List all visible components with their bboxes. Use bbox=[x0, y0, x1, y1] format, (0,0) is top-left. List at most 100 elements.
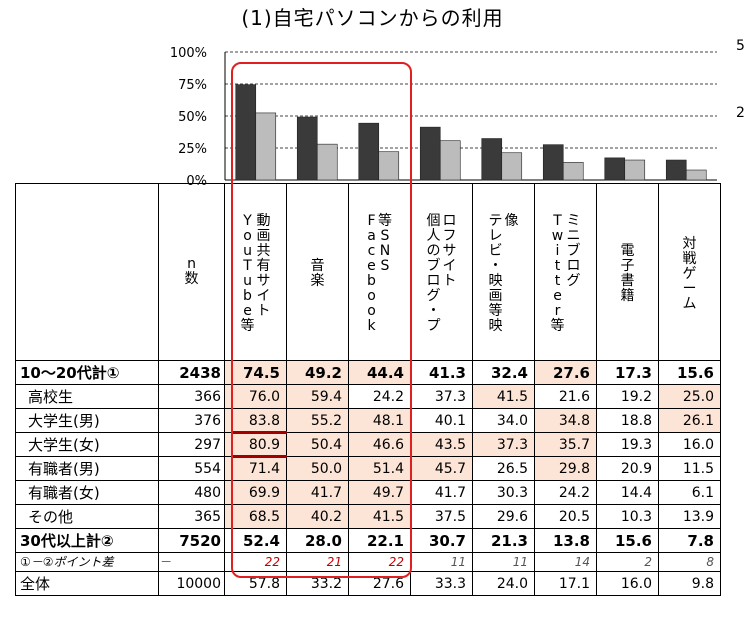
cell: 24.2 bbox=[534, 480, 597, 505]
cell: 37.3 bbox=[410, 384, 473, 409]
cell: 14.4 bbox=[596, 480, 659, 505]
cell: 13.8 bbox=[534, 528, 597, 553]
cell: 74.5 bbox=[224, 360, 287, 385]
cell: 21.3 bbox=[472, 528, 535, 553]
bar bbox=[481, 138, 503, 181]
row-label: 有職者(男) bbox=[15, 456, 159, 481]
row-n: 297 bbox=[158, 432, 225, 457]
cell: 29.8 bbox=[534, 456, 597, 481]
y-tick-label: 25% bbox=[178, 142, 207, 157]
cell: 11 bbox=[472, 552, 535, 572]
row-label: 大学生(女) bbox=[15, 432, 159, 457]
table-row: 大学生(女) 297 80.9 50.4 46.6 43.5 37.3 35.7 19.3 16.… bbox=[15, 432, 721, 457]
cell: 11 bbox=[410, 552, 473, 572]
cell: 44.4 bbox=[348, 360, 411, 385]
cell: 50.4 bbox=[286, 432, 349, 457]
table-row: 30代以上計② 7520 52.4 28.0 22.1 30.7 21.3 13.8 15.6 7… bbox=[15, 528, 721, 553]
table-row: 高校生 366 76.0 59.4 24.2 37.3 41.5 21.6 19.2 25.0 bbox=[15, 384, 721, 409]
bar bbox=[358, 122, 380, 181]
cell: 69.9 bbox=[224, 480, 287, 505]
bar bbox=[542, 144, 564, 181]
cell: 21.6 bbox=[534, 384, 597, 409]
bar-chart: 0% 25% 50% 75% 100% bbox=[170, 46, 717, 185]
cell: 57.8 bbox=[224, 571, 287, 596]
cell: 20.5 bbox=[534, 504, 597, 529]
bar bbox=[255, 112, 277, 181]
cell: 26.5 bbox=[472, 456, 535, 481]
row-n: 480 bbox=[158, 480, 225, 505]
cell: 83.8 bbox=[224, 408, 287, 433]
row-label: ①－②ポイント差 bbox=[15, 552, 159, 572]
row-n: 554 bbox=[158, 456, 225, 481]
bar bbox=[316, 143, 338, 181]
table-row: 有職者(男) 554 71.4 50.0 51.4 45.7 26.5 29.8 20.9 11.… bbox=[15, 456, 721, 481]
cell: 59.4 bbox=[286, 384, 349, 409]
row-label: 10～20代計① bbox=[15, 360, 159, 385]
row-label: その他 bbox=[15, 504, 159, 529]
cell: 37.3 bbox=[472, 432, 535, 457]
header-4: ロフサイト個人のブログ・プ bbox=[410, 183, 473, 361]
underline-mark bbox=[233, 455, 287, 458]
row-label: 高校生 bbox=[15, 384, 159, 409]
table-row: その他 365 68.5 40.2 41.5 37.5 29.6 20.5 10.3 13.9 bbox=[15, 504, 721, 529]
cell: 41.7 bbox=[410, 480, 473, 505]
cell: 80.9 bbox=[224, 432, 287, 457]
cell: 20.9 bbox=[596, 456, 659, 481]
y-tick-label: 0% bbox=[186, 174, 207, 185]
bar bbox=[378, 151, 400, 181]
cell: 34.8 bbox=[534, 408, 597, 433]
cell: 17.1 bbox=[534, 571, 597, 596]
cell: 19.3 bbox=[596, 432, 659, 457]
side-label-5: 5 bbox=[736, 38, 745, 54]
chart-title: (1)自宅パソコンからの利用 bbox=[241, 6, 504, 30]
bar bbox=[685, 169, 707, 181]
cell: 6.1 bbox=[658, 480, 721, 505]
row-n: 2438 bbox=[158, 360, 225, 385]
table-row: ①－②ポイント差－ 22 21 22 11 11 14 2 8 bbox=[15, 552, 721, 572]
cell: 30.7 bbox=[410, 528, 473, 553]
y-tick-label: 50% bbox=[178, 110, 207, 125]
underline-mark bbox=[233, 431, 287, 434]
bar bbox=[562, 162, 584, 181]
cell: 16.0 bbox=[596, 571, 659, 596]
row-n: 376 bbox=[158, 408, 225, 433]
table-row: 有職者(女) 480 69.9 41.7 49.7 41.7 30.3 24.2 14.4 6.1 bbox=[15, 480, 721, 505]
y-tick-label: 100% bbox=[170, 46, 207, 61]
row-n: 366 bbox=[158, 384, 225, 409]
cell: 22 bbox=[348, 552, 411, 572]
bar bbox=[439, 140, 461, 181]
cell: 41.5 bbox=[348, 504, 411, 529]
bar bbox=[604, 157, 626, 181]
cell: 11.5 bbox=[658, 456, 721, 481]
cell: 25.0 bbox=[658, 384, 721, 409]
cell: 14 bbox=[534, 552, 597, 572]
cell: 22.1 bbox=[348, 528, 411, 553]
cell: 45.7 bbox=[410, 456, 473, 481]
cell: 8 bbox=[658, 552, 721, 572]
cell: 71.4 bbox=[224, 456, 287, 481]
cell: 7.8 bbox=[658, 528, 721, 553]
cell: 2 bbox=[596, 552, 659, 572]
cell: 13.9 bbox=[658, 504, 721, 529]
bar bbox=[624, 159, 646, 181]
cell: 33.2 bbox=[286, 571, 349, 596]
cell: 32.4 bbox=[472, 360, 535, 385]
cell: 35.7 bbox=[534, 432, 597, 457]
cell: 49.7 bbox=[348, 480, 411, 505]
cell: 40.1 bbox=[410, 408, 473, 433]
cell: 10.3 bbox=[596, 504, 659, 529]
cell: 34.0 bbox=[472, 408, 535, 433]
cell: 15.6 bbox=[658, 360, 721, 385]
cell: 17.3 bbox=[596, 360, 659, 385]
cell: 41.3 bbox=[410, 360, 473, 385]
cell: 51.4 bbox=[348, 456, 411, 481]
cell: 48.1 bbox=[348, 408, 411, 433]
bar bbox=[501, 152, 523, 181]
cell: 18.8 bbox=[596, 408, 659, 433]
cell: 19.2 bbox=[596, 384, 659, 409]
